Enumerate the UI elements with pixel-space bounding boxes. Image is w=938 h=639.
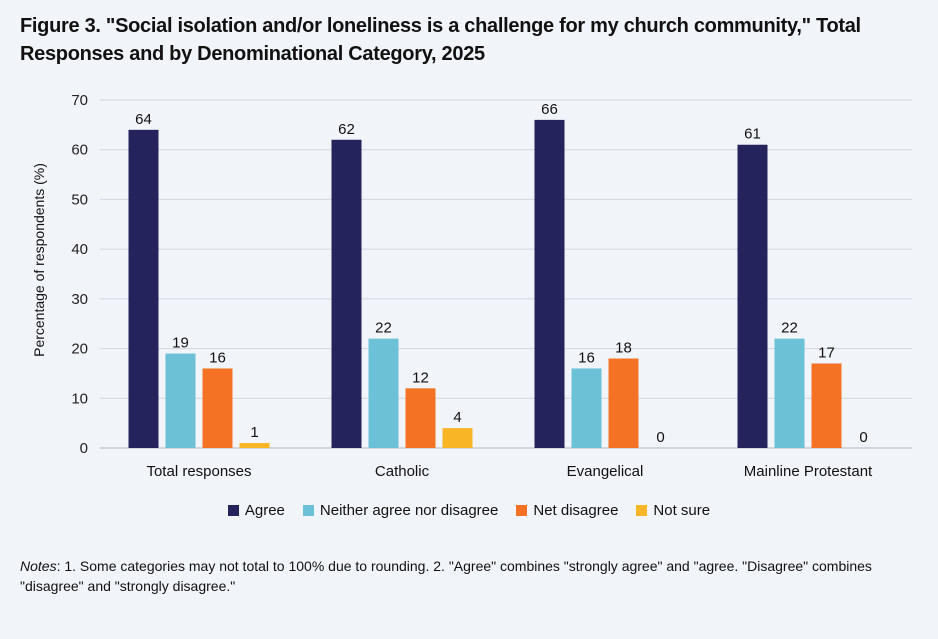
y-tick-label: 40: [71, 241, 88, 258]
legend-label: Agree: [244, 502, 285, 519]
legend-swatch: [636, 505, 648, 516]
notes-text: : 1. Some categories may not total to 10…: [20, 558, 872, 594]
legend-swatch: [227, 505, 239, 516]
y-axis-title: Percentage of respondents (%): [31, 163, 47, 357]
y-tick-label: 20: [71, 341, 88, 358]
bar: [534, 119, 565, 448]
bar: [165, 353, 196, 448]
chart-title: Figure 3. "Social isolation and/or lonel…: [20, 15, 861, 65]
y-axis-ticks: 0 10 20 30 40 50 60 70: [71, 92, 88, 457]
data-label: 66: [541, 101, 558, 118]
y-tick-label: 50: [71, 191, 88, 208]
category-label: Catholic: [375, 463, 430, 480]
y-tick-label: 60: [71, 142, 88, 159]
bar-chart: 0 10 20 30 40 50 60 70 64 19 16 1 62 22 12 4 66 16 18 0 61 2…: [31, 92, 912, 480]
data-label: 22: [781, 320, 798, 337]
category-label: Mainline Protestant: [744, 463, 873, 480]
notes: Notes: 1. Some categories may not total …: [20, 556, 900, 596]
data-label: 64: [135, 111, 152, 128]
legend-item: Not sure: [636, 502, 710, 519]
y-tick-label: 10: [71, 390, 88, 407]
bar: [608, 358, 639, 448]
category-labels: Total responses Catholic Evangelical Mainli…: [146, 463, 873, 480]
legend-label: Not sure: [653, 502, 711, 519]
y-tick-label: 0: [80, 440, 88, 457]
bar: [202, 368, 233, 448]
bar: [405, 388, 436, 448]
bar: [331, 139, 362, 448]
legend: Agree Neither agree nor disagree Net disag…: [0, 502, 938, 519]
data-label: 19: [172, 335, 189, 352]
legend-item: Agree: [227, 502, 285, 519]
data-labels: 64 19 16 1 62 22 12 4 66 16 18 0 61 22 17 0: [135, 101, 868, 446]
legend-label: Neither agree nor disagree: [319, 502, 499, 519]
bar: [774, 338, 805, 448]
data-label: 61: [744, 126, 761, 143]
notes-label: Notes: [20, 558, 57, 574]
data-label: 22: [375, 320, 392, 337]
data-label: 16: [578, 349, 595, 366]
y-tick-label: 30: [71, 291, 88, 308]
legend-swatch: [302, 505, 314, 516]
data-label: 4: [453, 409, 461, 426]
data-label: 16: [209, 349, 226, 366]
bar: [368, 338, 399, 448]
bar: [571, 368, 602, 448]
data-label: 12: [412, 369, 429, 386]
bar: [737, 144, 768, 448]
data-label: 1: [250, 424, 258, 441]
bar: [811, 363, 842, 448]
bars: [128, 119, 842, 449]
legend-swatch: [516, 505, 528, 516]
data-label: 17: [818, 344, 835, 361]
data-label: 18: [615, 340, 632, 357]
category-label: Evangelical: [567, 463, 644, 480]
data-label: 0: [656, 429, 664, 446]
legend-item: Net disagree: [516, 502, 618, 519]
bar: [128, 129, 159, 449]
data-label: 0: [859, 429, 867, 446]
legend-item: Neither agree nor disagree: [302, 502, 499, 519]
bar: [442, 428, 473, 448]
data-label: 62: [338, 121, 355, 138]
legend-label: Net disagree: [533, 502, 619, 519]
y-tick-label: 70: [71, 92, 88, 109]
bar: [239, 443, 270, 448]
category-label: Total responses: [146, 463, 251, 480]
